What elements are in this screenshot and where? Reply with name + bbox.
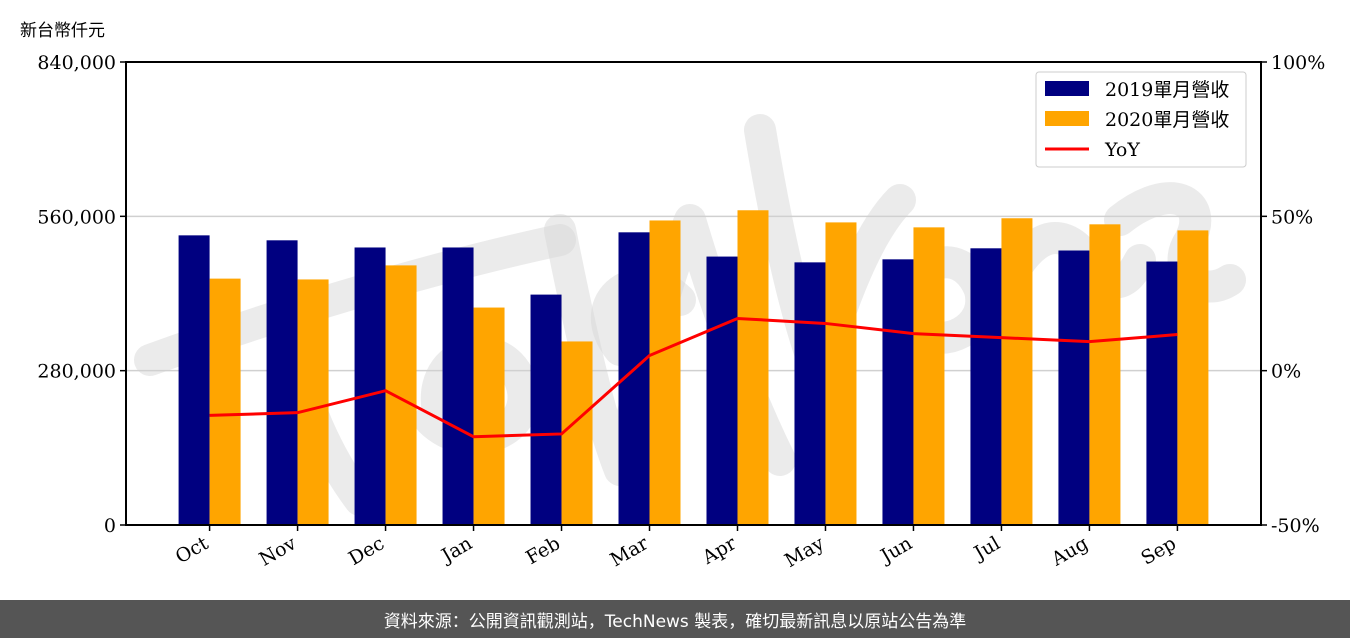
bar-2019單月營收-Oct (178, 235, 210, 525)
bar-2019單月營收-Apr (706, 256, 738, 525)
bar-2020單月營收-Nov (297, 279, 329, 525)
y-axis-unit-label: 新台幣仟元 (20, 21, 105, 41)
left-tick-label: 560,000 (37, 206, 116, 228)
bar-2020單月營收-Jun (913, 227, 945, 525)
bar-2019單月營收-Jun (882, 259, 914, 525)
x-tick-label: May (781, 532, 828, 572)
bar-2020單月營收-Mar (649, 220, 681, 525)
legend-label: 2019單月營收 (1105, 79, 1229, 101)
left-tick-label: 280,000 (37, 361, 116, 383)
bar-2020單月營收-Jul (1001, 218, 1033, 525)
bar-2019單月營收-Feb (530, 294, 562, 525)
x-tick-label: Jun (875, 532, 916, 568)
bar-2020單月營收-Apr (737, 210, 769, 525)
x-tick-label: Dec (345, 532, 388, 570)
bar-2019單月營收-Sep (1146, 261, 1178, 525)
legend-label: YoY (1104, 139, 1140, 161)
x-tick-label: Mar (606, 532, 652, 571)
x-tick-label: Jul (969, 532, 1004, 565)
bar-2020單月營收-Feb (561, 341, 593, 525)
bar-2019單月營收-Jul (970, 248, 1002, 526)
right-tick-label: 100% (1271, 52, 1325, 74)
x-tick-label: Nov (255, 532, 300, 571)
plot-frame (125, 61, 1262, 526)
right-tick-label: -50% (1271, 515, 1320, 537)
right-tick-label: 0% (1271, 361, 1301, 383)
x-tick-label: Apr (698, 532, 741, 569)
legend-swatch-2019單月營收 (1045, 81, 1089, 96)
legend-swatch-2020單月營收 (1045, 111, 1089, 126)
yoy-line (209, 316, 1178, 439)
bar-2019單月營收-Aug (1058, 250, 1090, 525)
chart-stage: 新台幣仟元 0 280,000 560,000 840,000 -50% 0% 50% 100… (20, 21, 1325, 572)
bar-2020單月營收-Jan (473, 307, 505, 525)
revenue-chart: 0 280,000 560,000 840,000 -50% 0% 50% 100% Oct No… (37, 52, 1325, 572)
x-tick-label: Feb (522, 532, 564, 569)
bar-2020單月營收-Oct (209, 278, 241, 525)
x-tick-label: Oct (172, 532, 213, 568)
x-tick-label: Jan (436, 532, 476, 568)
left-tick-label: 840,000 (37, 52, 116, 74)
bar-2020單月營收-Sep (1177, 230, 1209, 526)
x-tick-label: Sep (1137, 532, 1180, 569)
bar-2019單月營收-Jan (442, 247, 474, 526)
bar-2019單月營收-Nov (266, 240, 298, 525)
bar-2020單月營收-Aug (1089, 224, 1121, 525)
legend-label: 2020單月營收 (1105, 109, 1229, 131)
bar-2019單月營收-Dec (354, 247, 386, 526)
right-tick-label: 50% (1271, 206, 1313, 228)
left-tick-label: 0 (104, 515, 116, 537)
bar-2020單月營收-May (825, 222, 857, 525)
footer-source: 資料來源：公開資訊觀測站，TechNews 製表，確切最新訊息以原站公告為準 (0, 600, 1350, 638)
bar-2019單月營收-May (794, 262, 826, 525)
x-tick-label: Aug (1047, 532, 1092, 571)
bar-2020單月營收-Dec (385, 265, 417, 525)
